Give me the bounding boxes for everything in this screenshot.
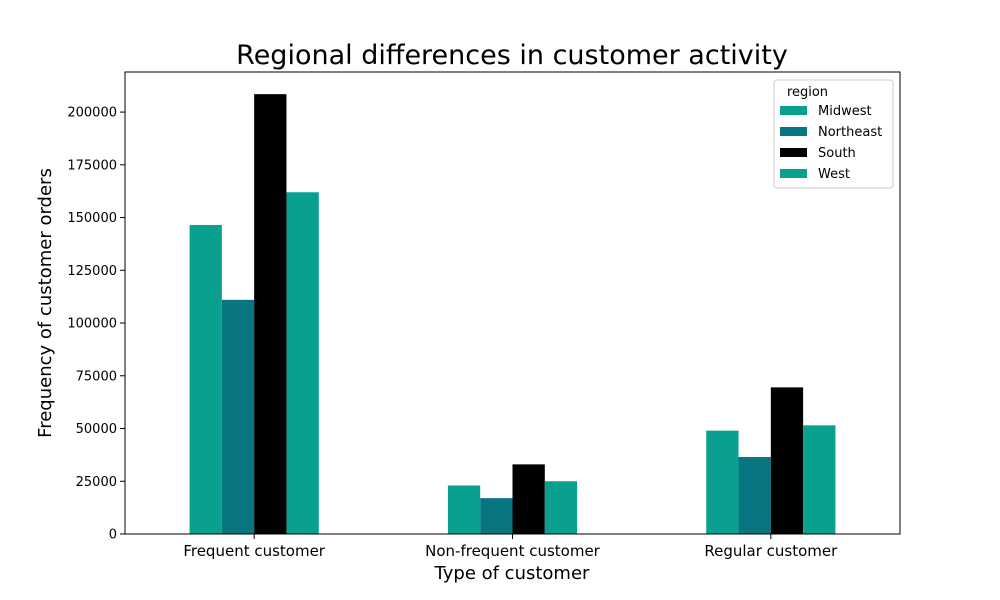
bar-northeast-2 [738, 457, 771, 534]
x-tick-label: Frequent customer [183, 542, 325, 560]
y-tick-label: 150000 [67, 211, 117, 226]
bar-west-0 [286, 192, 319, 534]
bar-west-1 [544, 481, 578, 534]
bar-midwest-0 [189, 224, 222, 534]
legend-swatch-west [780, 169, 807, 178]
legend-swatch-south [780, 148, 807, 157]
bar-south-0 [254, 94, 287, 535]
legend-title: region [787, 85, 828, 100]
y-tick-label: 50000 [76, 422, 117, 437]
legend-label-west: West [818, 167, 850, 182]
y-axis: 0 25000 50000 75000 100000 125000 150000 175000… [67, 106, 125, 543]
legend-swatch-northeast [780, 127, 807, 136]
y-tick-label: 25000 [76, 475, 117, 490]
bar-south-1 [512, 464, 545, 534]
y-tick-label: 0 [109, 528, 117, 543]
legend-swatch-midwest [780, 106, 807, 115]
plot-frame [124, 71, 901, 535]
x-tick-label: Non-frequent customer [425, 542, 601, 560]
y-tick-label: 75000 [76, 369, 117, 384]
x-tick-label: Regular customer [704, 542, 838, 560]
x-axis-title: Type of customer [434, 563, 590, 584]
y-axis-title: Frequency of customer orders [35, 168, 56, 438]
bar-northeast-0 [221, 299, 255, 534]
bars-layer [189, 94, 836, 535]
y-tick-label: 125000 [67, 264, 117, 279]
bar-northeast-1 [480, 498, 513, 534]
legend-label-midwest: Midwest [818, 104, 872, 119]
x-axis: Frequent customer Non-frequent customer Re… [183, 534, 838, 560]
legend-label-south: South [818, 146, 856, 161]
bar-midwest-2 [706, 430, 739, 534]
legend-label-northeast: Northeast [818, 125, 882, 140]
chart-title: Regional differences in customer activit… [236, 40, 788, 71]
bar-midwest-1 [447, 485, 481, 534]
legend: region Midwest Northeast South West [773, 79, 894, 189]
y-tick-label: 200000 [67, 106, 117, 121]
bar-west-2 [803, 425, 836, 534]
y-tick-label: 100000 [67, 317, 117, 332]
y-tick-label: 175000 [67, 158, 117, 173]
bar-south-2 [770, 387, 804, 534]
